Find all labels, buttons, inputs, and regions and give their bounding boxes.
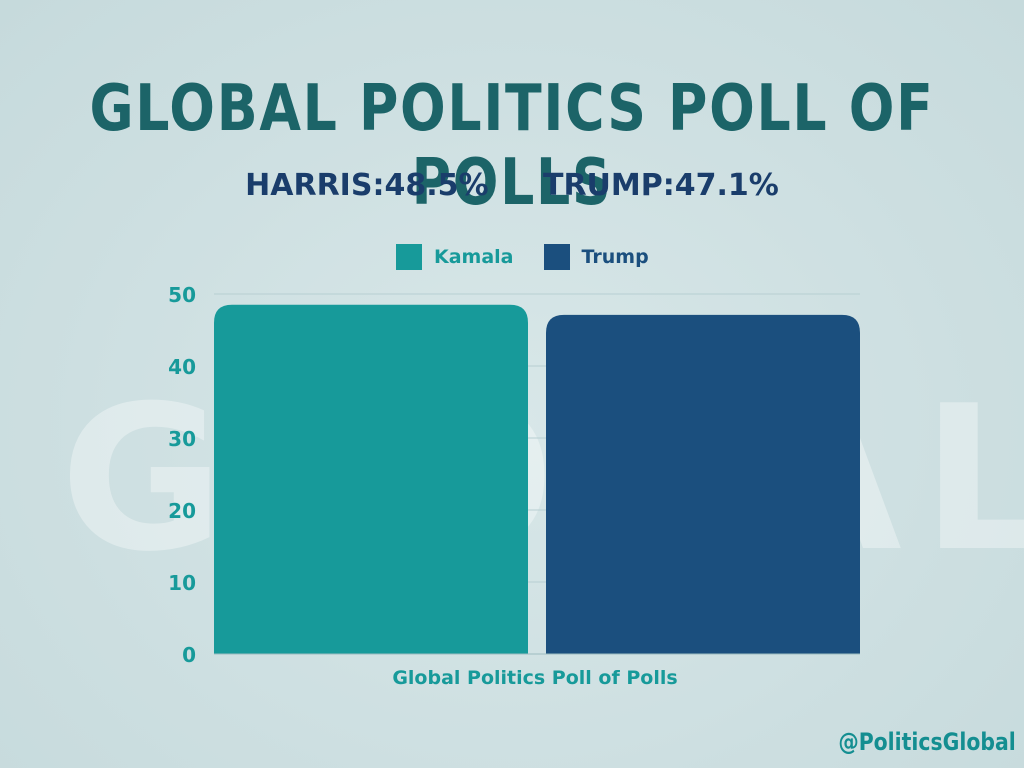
bar-trump	[546, 314, 860, 654]
social-handle: @PoliticsGlobal	[838, 728, 1016, 756]
chart-legend: Kamala Trump	[396, 244, 649, 270]
legend-label-trump: Trump	[581, 246, 649, 268]
trump-result: TRUMP:47.1%	[542, 168, 779, 203]
x-axis-label: Global Politics Poll of Polls	[392, 667, 677, 689]
y-tick-label: 10	[168, 571, 196, 595]
y-tick-label: 30	[168, 427, 196, 451]
y-tick-label: 50	[168, 283, 196, 307]
y-tick-label: 20	[168, 499, 196, 523]
results-summary: HARRIS:48.5% TRUMP:47.1%	[0, 168, 1024, 203]
y-tick-label: 40	[168, 355, 196, 379]
legend-item-kamala: Kamala	[396, 244, 514, 270]
bar-kamala	[214, 304, 528, 654]
page-title: GLOBAL POLITICS POLL OF POLLS	[89, 72, 935, 220]
y-tick-label: 0	[182, 643, 196, 667]
legend-swatch-kamala	[396, 244, 422, 270]
legend-label-kamala: Kamala	[434, 246, 514, 268]
harris-result: HARRIS:48.5%	[245, 168, 489, 203]
legend-item-trump: Trump	[543, 244, 649, 270]
legend-swatch-trump	[543, 244, 570, 270]
